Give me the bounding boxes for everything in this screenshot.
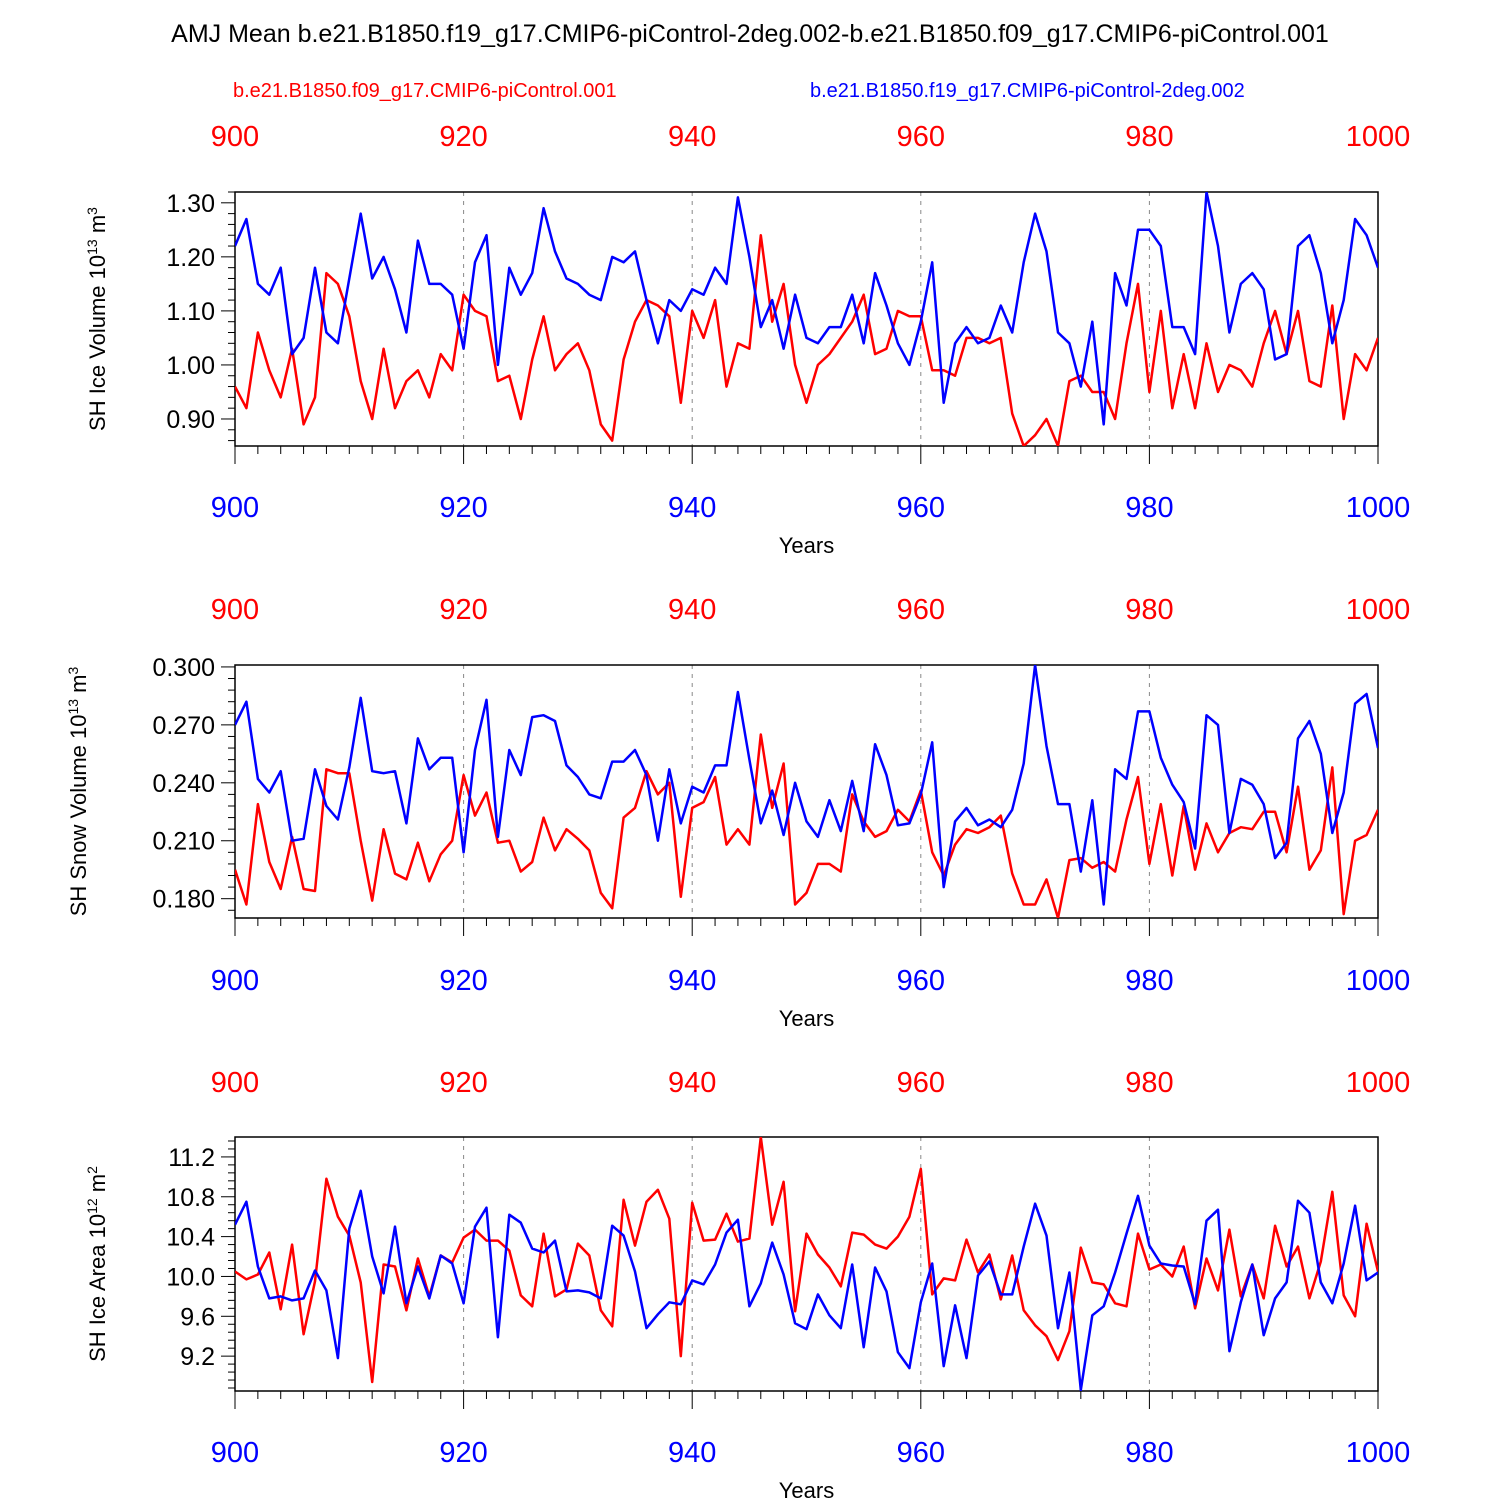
series-line-red <box>235 1137 1378 1384</box>
x-tick-label-top: 1000 <box>1346 1067 1411 1099</box>
x-tick-label-top: 1000 <box>1346 121 1411 153</box>
plot-frame <box>234 191 1379 447</box>
x-axis-label: Years <box>779 533 834 558</box>
y-tick-label: 10.8 <box>166 1184 215 1212</box>
x-tick-label-top: 920 <box>439 121 487 153</box>
x-tick-label-bottom: 1000 <box>1346 1437 1411 1469</box>
y-tick-label: 9.2 <box>180 1343 215 1371</box>
series-line-red <box>235 233 1378 446</box>
chart-panel-1: 0.90 1.00 1.10 1.20 1.30 900 900 920 920 940 940 96… <box>84 121 1410 558</box>
y-tick-label: 10.0 <box>166 1263 215 1291</box>
y-axis-label-superscript: 13 <box>65 699 81 715</box>
x-tick-label-bottom: 920 <box>439 965 487 997</box>
series-line-red <box>235 733 1378 918</box>
y-axis-label-superscript: 13 <box>84 239 100 255</box>
y-tick-label: 9.6 <box>180 1303 215 1331</box>
y-axis-label-part: SH Snow Volume 10 <box>66 715 91 917</box>
y-tick-label: 0.210 <box>152 828 215 856</box>
x-tick-label-top: 920 <box>439 1067 487 1099</box>
y-tick-label: 1.10 <box>166 298 215 326</box>
legend-blue-label: b.e21.B1850.f19_g17.CMIP6-piControl-2deg… <box>810 80 1245 102</box>
x-tick-label-bottom: 980 <box>1125 1437 1173 1469</box>
y-axis-label: SH Ice Volume 1013 m3 <box>84 207 110 431</box>
x-tick-label-top: 980 <box>1125 1067 1173 1099</box>
y-tick-label: 1.00 <box>166 352 215 380</box>
x-tick-label-bottom: 960 <box>897 492 945 524</box>
y-axis-label-part: m <box>85 1174 110 1198</box>
x-tick-label-top: 960 <box>897 1067 945 1099</box>
plot-frame <box>234 1136 1379 1392</box>
x-tick-label-bottom: 940 <box>668 965 716 997</box>
x-tick-label-top: 900 <box>211 594 259 626</box>
y-axis-label-part: SH Ice Area 10 <box>85 1214 110 1362</box>
series-line-blue <box>235 1189 1378 1391</box>
y-tick-label: 1.30 <box>166 190 215 218</box>
x-tick-label-bottom: 920 <box>439 1437 487 1469</box>
x-tick-label-top: 940 <box>668 1067 716 1099</box>
x-tick-label-bottom: 900 <box>211 1437 259 1469</box>
x-tick-label-top: 960 <box>897 121 945 153</box>
x-tick-label-top: 1000 <box>1346 594 1411 626</box>
x-tick-label-top: 980 <box>1125 594 1173 626</box>
y-axis-label-part: SH Ice Volume 10 <box>85 255 110 431</box>
chart-panel-3: 9.2 9.6 10.0 10.4 10.8 11.2 900 900 920 920 940 940… <box>84 1067 1410 1500</box>
x-tick-label-bottom: 1000 <box>1346 965 1411 997</box>
x-tick-label-top: 900 <box>211 1067 259 1099</box>
x-tick-label-top: 940 <box>668 121 716 153</box>
x-tick-label-bottom: 900 <box>211 965 259 997</box>
x-tick-label-bottom: 940 <box>668 492 716 524</box>
x-axis-label: Years <box>779 1006 834 1031</box>
y-tick-label: 0.240 <box>152 770 215 798</box>
x-tick-label-top: 920 <box>439 594 487 626</box>
y-axis-label: SH Ice Area 1012 m2 <box>84 1166 110 1362</box>
y-axis-label-part: m <box>85 215 110 239</box>
y-tick-label: 0.180 <box>152 886 215 914</box>
x-tick-label-bottom: 980 <box>1125 492 1173 524</box>
x-tick-label-bottom: 980 <box>1125 965 1173 997</box>
chart-panel-2: 0.180 0.210 0.240 0.270 0.300 900 900 920 920 940… <box>65 594 1410 1031</box>
series-line-blue <box>235 192 1378 426</box>
x-tick-label-bottom: 960 <box>897 1437 945 1469</box>
y-axis-label-superscript: 12 <box>84 1198 100 1214</box>
y-tick-label: 0.300 <box>152 654 215 682</box>
y-tick-label: 1.20 <box>166 244 215 272</box>
x-axis-label: Years <box>779 1478 834 1500</box>
x-tick-label-bottom: 900 <box>211 492 259 524</box>
x-tick-label-bottom: 940 <box>668 1437 716 1469</box>
y-axis-label-part: m <box>66 674 91 698</box>
x-tick-label-bottom: 920 <box>439 492 487 524</box>
y-tick-label: 0.90 <box>166 406 215 434</box>
x-tick-label-top: 980 <box>1125 121 1173 153</box>
y-tick-label: 0.270 <box>152 712 215 740</box>
y-axis-label-superscript: 3 <box>65 666 81 674</box>
x-tick-label-bottom: 960 <box>897 965 945 997</box>
series-line-blue <box>235 665 1378 906</box>
y-axis-label-superscript: 3 <box>84 207 100 215</box>
x-tick-label-top: 960 <box>897 594 945 626</box>
y-tick-label: 10.4 <box>166 1224 215 1252</box>
x-tick-label-top: 900 <box>211 121 259 153</box>
x-tick-label-top: 940 <box>668 594 716 626</box>
x-tick-label-bottom: 1000 <box>1346 492 1411 524</box>
y-tick-label: 11.2 <box>168 1144 215 1172</box>
chart-title: AMJ Mean b.e21.B1850.f19_g17.CMIP6-piCon… <box>171 20 1329 48</box>
y-axis-label-superscript: 2 <box>84 1166 100 1174</box>
y-axis-label: SH Snow Volume 1013 m3 <box>65 666 91 916</box>
legend-red-label: b.e21.B1850.f09_g17.CMIP6-piControl.001 <box>233 80 617 102</box>
